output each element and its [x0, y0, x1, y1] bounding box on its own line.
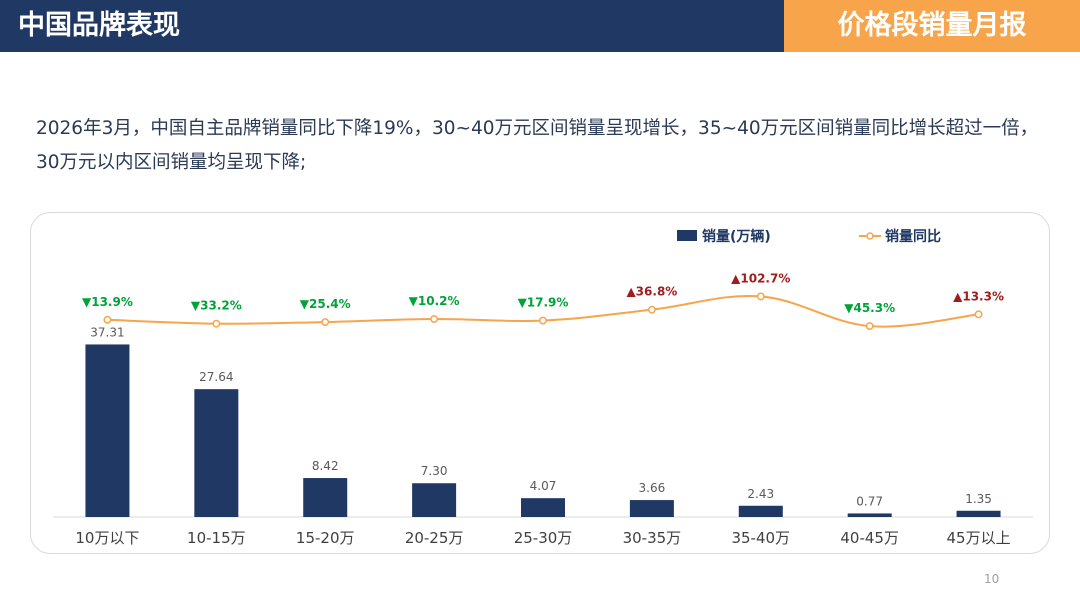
category-label: 10万以下: [75, 529, 139, 547]
bar: [85, 344, 130, 517]
yoy-point: [321, 318, 330, 327]
bar-value-label: 8.42: [312, 459, 339, 473]
legend-line-marker: [866, 232, 874, 240]
bar: [521, 498, 565, 517]
legend-bar-label: 销量(万辆): [702, 228, 771, 245]
chart-panel: 37.31 10万以下 27.64 10-15万 8.42 15-20万 7.30 20-25…: [30, 212, 1050, 554]
bar: [412, 483, 457, 517]
yoy-value-label: ▼17.9%: [518, 296, 569, 310]
page-number: 10: [984, 572, 1000, 586]
bar-value-label: 27.64: [199, 370, 233, 384]
legend-line-label: 销量同比: [885, 228, 941, 245]
yoy-point: [430, 315, 439, 323]
yoy-value-label: ▼25.4%: [300, 297, 351, 311]
bar: [629, 500, 674, 517]
yoy-point: [539, 316, 547, 325]
yoy-value-label: ▼13.9%: [82, 295, 133, 309]
yoy-point: [647, 305, 656, 314]
bar: [738, 505, 783, 517]
bar: [847, 513, 892, 517]
bar: [194, 389, 239, 517]
bar: [956, 510, 1001, 517]
summary-text: 2026年3月，中国自主品牌销量同比下降19%，30~40万元区间销量呈现增长，…: [36, 118, 1039, 173]
yoy-point: [865, 322, 874, 331]
header-bar: 中国品牌表现: [0, 0, 784, 52]
bar-value-label: 3.66: [639, 481, 666, 495]
yoy-point: [756, 292, 765, 301]
category-label: 15-20万: [296, 529, 355, 547]
bar-value-label: 37.31: [90, 325, 124, 339]
bar-value-label: 4.07: [530, 479, 557, 493]
yoy-value-label: ▼33.2%: [191, 299, 242, 313]
category-label: 35-40万: [731, 529, 790, 547]
bar-value-label: 7.30: [421, 464, 448, 478]
bar: [303, 478, 348, 517]
bar-value-label: 2.43: [747, 487, 774, 501]
category-label: 20-25万: [405, 529, 464, 547]
category-label: 30-35万: [623, 529, 682, 547]
yoy-point: [103, 315, 112, 324]
yoy-point: [212, 319, 221, 328]
yoy-value-label: ▲102.7%: [731, 271, 790, 285]
report-name-banner: 价格段销量月报: [784, 0, 1080, 52]
yoy-point: [974, 310, 983, 319]
category-label: 45万以上: [947, 529, 1011, 547]
category-label: 25-30万: [514, 529, 573, 547]
yoy-value-label: ▲13.3%: [953, 289, 1004, 303]
legend-bar-swatch: [677, 230, 697, 241]
bar-value-label: 0.77: [856, 494, 883, 508]
yoy-value-label: ▼45.3%: [844, 301, 895, 315]
yoy-value-label: ▼10.2%: [409, 294, 460, 308]
yoy-value-label: ▲36.8%: [626, 285, 677, 299]
bar-value-label: 1.35: [965, 492, 992, 506]
page-title: 中国品牌表现: [18, 10, 180, 41]
category-label: 40-45万: [840, 529, 899, 547]
category-label: 10-15万: [187, 529, 246, 547]
combo-chart: 37.31 10万以下 27.64 10-15万 8.42 15-20万 7.30 20-25…: [53, 228, 1033, 547]
report-name: 价格段销量月报: [837, 10, 1027, 41]
